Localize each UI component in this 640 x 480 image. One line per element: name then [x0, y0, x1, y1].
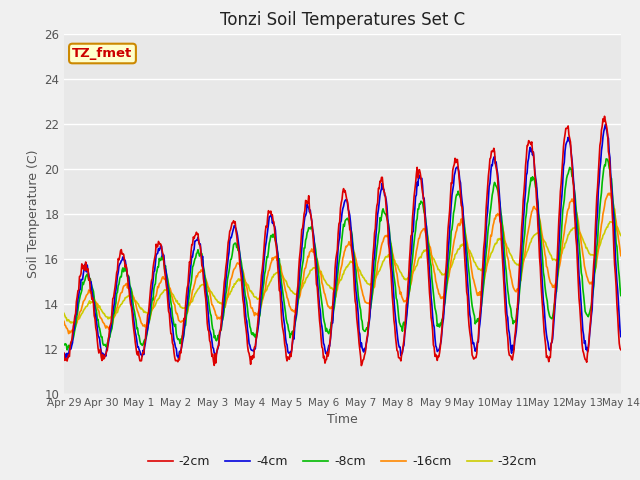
- -8cm: [63, 347, 71, 353]
- -32cm: [428, 252, 435, 258]
- -2cm: [60, 350, 68, 356]
- -2cm: [601, 113, 609, 119]
- -4cm: [60, 352, 68, 358]
- -8cm: [185, 297, 193, 302]
- -4cm: [175, 356, 182, 361]
- -16cm: [606, 190, 614, 196]
- -4cm: [411, 206, 419, 212]
- -16cm: [60, 319, 68, 324]
- Line: -32cm: -32cm: [64, 222, 621, 323]
- -16cm: [214, 315, 222, 321]
- Text: TZ_fmet: TZ_fmet: [72, 47, 132, 60]
- -32cm: [214, 300, 222, 305]
- -4cm: [127, 300, 135, 305]
- -2cm: [358, 363, 365, 369]
- -16cm: [617, 253, 625, 259]
- -16cm: [128, 290, 136, 296]
- -16cm: [65, 331, 72, 336]
- -16cm: [428, 249, 435, 255]
- -2cm: [617, 347, 625, 353]
- -4cm: [428, 294, 435, 300]
- -8cm: [214, 333, 222, 338]
- -32cm: [617, 233, 625, 239]
- -4cm: [617, 334, 625, 339]
- Line: -8cm: -8cm: [64, 159, 621, 350]
- -8cm: [71, 326, 79, 332]
- Line: -16cm: -16cm: [64, 193, 621, 334]
- -4cm: [185, 281, 193, 287]
- Line: -2cm: -2cm: [64, 116, 621, 366]
- -32cm: [411, 267, 419, 273]
- -2cm: [428, 314, 435, 320]
- -8cm: [60, 341, 68, 347]
- Line: -4cm: -4cm: [64, 125, 621, 359]
- -16cm: [71, 325, 79, 331]
- -4cm: [602, 122, 609, 128]
- -2cm: [214, 346, 221, 352]
- -32cm: [67, 320, 75, 326]
- -2cm: [70, 320, 78, 325]
- -16cm: [411, 258, 419, 264]
- -8cm: [128, 294, 136, 300]
- -8cm: [411, 233, 419, 239]
- -8cm: [428, 263, 435, 269]
- -32cm: [60, 311, 68, 316]
- -32cm: [185, 302, 193, 308]
- Y-axis label: Soil Temperature (C): Soil Temperature (C): [27, 149, 40, 278]
- -8cm: [603, 156, 611, 162]
- -4cm: [214, 345, 222, 351]
- Legend: -2cm, -4cm, -8cm, -16cm, -32cm: -2cm, -4cm, -8cm, -16cm, -32cm: [143, 450, 542, 473]
- -2cm: [184, 282, 192, 288]
- -8cm: [617, 293, 625, 299]
- Title: Tonzi Soil Temperatures Set C: Tonzi Soil Temperatures Set C: [220, 11, 465, 29]
- -32cm: [606, 219, 614, 225]
- -32cm: [71, 318, 79, 324]
- X-axis label: Time: Time: [327, 413, 358, 426]
- -2cm: [411, 188, 419, 193]
- -2cm: [127, 304, 135, 310]
- -32cm: [128, 293, 136, 299]
- -16cm: [185, 302, 193, 308]
- -4cm: [70, 327, 78, 333]
